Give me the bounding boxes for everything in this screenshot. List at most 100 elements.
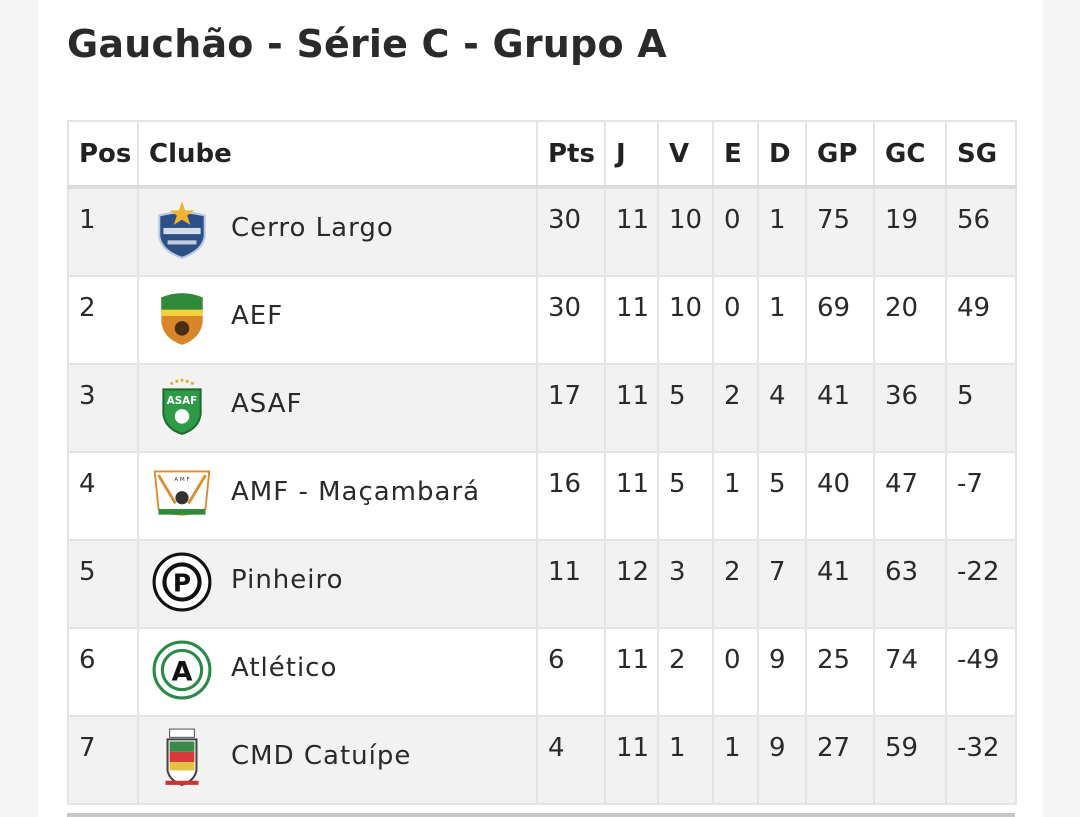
club-name: ASAF [231,389,303,419]
points-cell: 4 [536,715,606,805]
goals-for-cell: 75 [805,186,875,277]
position-cell: 2 [67,275,139,365]
column-header-e[interactable]: E [712,120,759,189]
draws-cell: 1 [712,451,759,541]
club-link[interactable]: A M F AMF - Maçambará [149,469,536,532]
points-cell: 17 [536,363,606,453]
draws-cell: 1 [712,715,759,805]
wins-cell: 10 [657,186,714,277]
losses-cell: 1 [757,186,807,277]
wins-cell: 1 [657,715,714,805]
table-row: 5 P Pinheiro 11 12 3 2 7 41 63 -22 [67,539,1017,629]
wins-cell: 10 [657,275,714,365]
cerro-largo-logo-icon [149,201,213,268]
losses-cell: 9 [757,715,807,805]
games-cell: 11 [604,627,659,717]
goals-for-cell: 27 [805,715,875,805]
asaf-logo-icon: ASAF [149,378,213,444]
goals-against-cell: 19 [873,186,947,277]
goals-against-cell: 36 [873,363,947,453]
page-title: Gauchão - Série C - Grupo A [67,22,667,66]
position-cell: 5 [67,539,139,629]
club-name: AMF - Maçambará [231,477,481,507]
goals-against-cell: 59 [873,715,947,805]
column-header-sg[interactable]: SG [945,120,1017,189]
goal-difference-cell: 49 [945,275,1017,365]
club-name: Atlético [231,653,338,683]
club-name: Cerro Largo [231,213,394,243]
wins-cell: 5 [657,363,714,453]
cmd-catuipe-logo-icon [149,728,213,796]
svg-text:P: P [173,568,191,597]
position-cell: 4 [67,451,139,541]
losses-cell: 4 [757,363,807,453]
goal-difference-cell: -22 [945,539,1017,629]
content-card: Gauchão - Série C - Grupo A Pos Clube Pts J… [38,0,1043,817]
goal-difference-cell: 56 [945,186,1017,277]
goals-against-cell: 74 [873,627,947,717]
position-cell: 6 [67,627,139,717]
points-cell: 6 [536,627,606,717]
club-link[interactable]: CMD Catuípe [149,728,536,796]
wins-cell: 5 [657,451,714,541]
column-header-j[interactable]: J [604,120,659,189]
atletico-logo-icon: A [149,640,213,708]
points-cell: 30 [536,275,606,365]
club-link[interactable]: Cerro Largo [149,201,536,268]
club-name: Pinheiro [231,565,344,595]
goals-for-cell: 25 [805,627,875,717]
amf-logo-icon: A M F [149,469,213,532]
club-link[interactable]: AEF [149,293,536,356]
svg-text:ASAF: ASAF [167,395,197,407]
losses-cell: 1 [757,275,807,365]
club-cell: P Pinheiro [137,539,538,629]
table-row: 2 AEF 30 11 10 0 1 69 20 49 [67,275,1017,365]
goals-against-cell: 63 [873,539,947,629]
column-header-gc[interactable]: GC [873,120,947,189]
goals-for-cell: 40 [805,451,875,541]
goals-against-cell: 20 [873,275,947,365]
draws-cell: 0 [712,627,759,717]
points-cell: 11 [536,539,606,629]
goals-for-cell: 41 [805,539,875,629]
column-header-gp[interactable]: GP [805,120,875,189]
position-cell: 3 [67,363,139,453]
goals-for-cell: 69 [805,275,875,365]
club-name: AEF [231,301,284,331]
standings-table: Pos Clube Pts J V E D GP GC SG 1 Cerro Largo 30 11 10… [67,120,1017,805]
table-row: 3 ASAF ASAF 17 11 5 2 4 41 36 5 [67,363,1017,453]
table-row: 7 CMD Catuípe 4 11 1 1 9 27 59 -32 [67,715,1017,805]
draws-cell: 2 [712,363,759,453]
position-cell: 7 [67,715,139,805]
games-cell: 11 [604,363,659,453]
games-cell: 11 [604,275,659,365]
goal-difference-cell: -32 [945,715,1017,805]
table-header: Pos Clube Pts J V E D GP GC SG [67,120,1017,189]
draws-cell: 0 [712,186,759,277]
games-cell: 11 [604,186,659,277]
column-header-d[interactable]: D [757,120,807,189]
games-cell: 12 [604,539,659,629]
column-header-pts[interactable]: Pts [536,120,606,189]
club-cell: AEF [137,275,538,365]
club-link[interactable]: P Pinheiro [149,552,536,620]
wins-cell: 3 [657,539,714,629]
column-header-clube[interactable]: Clube [137,120,538,189]
losses-cell: 9 [757,627,807,717]
club-cell: CMD Catuípe [137,715,538,805]
club-cell: A Atlético [137,627,538,717]
goal-difference-cell: 5 [945,363,1017,453]
losses-cell: 5 [757,451,807,541]
club-link[interactable]: ASAF ASAF [149,378,536,444]
column-header-pos[interactable]: Pos [67,120,139,189]
svg-text:A: A [172,656,193,687]
club-link[interactable]: A Atlético [149,640,536,708]
goals-against-cell: 47 [873,451,947,541]
column-header-v[interactable]: V [657,120,714,189]
divider [67,813,1015,817]
games-cell: 11 [604,715,659,805]
goals-for-cell: 41 [805,363,875,453]
club-cell: ASAF ASAF [137,363,538,453]
goal-difference-cell: -7 [945,451,1017,541]
